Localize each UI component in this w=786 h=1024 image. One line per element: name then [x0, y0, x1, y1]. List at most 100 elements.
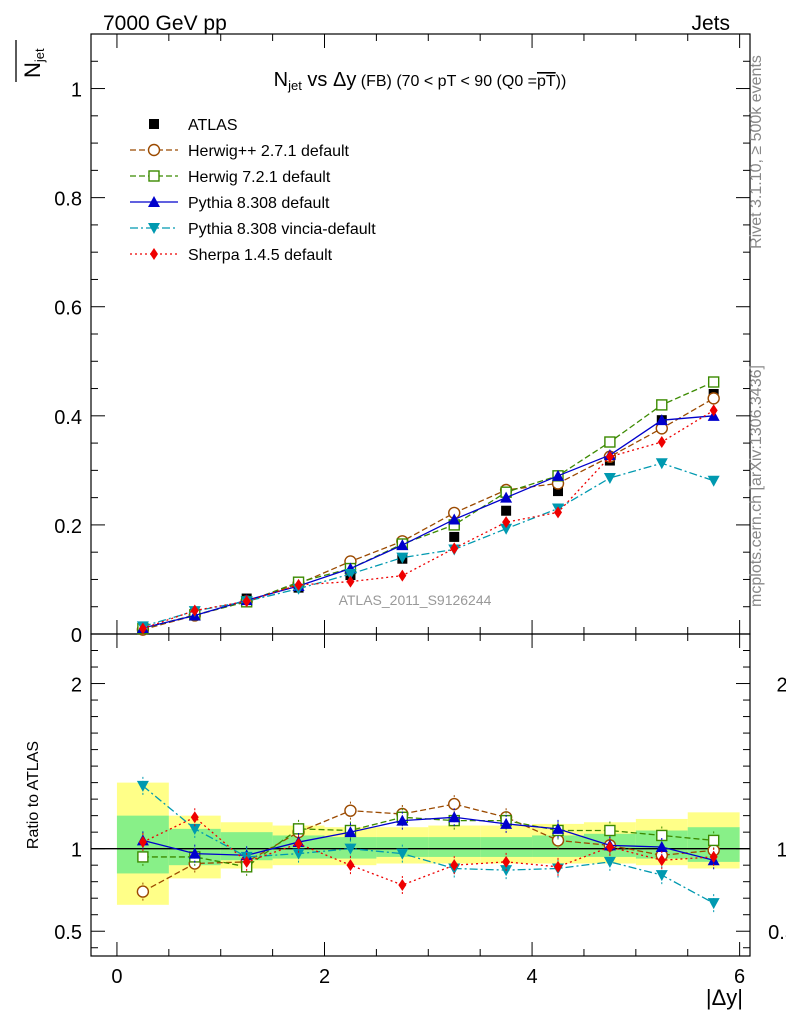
data-point: [655, 414, 668, 426]
legend-label: Sherpa 1.4.5 default: [188, 247, 333, 264]
data-point: [448, 513, 461, 525]
legend-marker: [148, 223, 160, 234]
ratio-point: [500, 817, 513, 829]
y-tick-label: 0.4: [54, 407, 82, 429]
series-lines: [136, 376, 720, 913]
ratio-point: [448, 797, 461, 811]
ratio-band-green-6: [428, 837, 481, 857]
series-line-4: [142, 462, 714, 627]
ratio-point: [344, 826, 357, 838]
ratio-band-green-5: [376, 837, 429, 857]
legend-label: Herwig 7.2.1 default: [188, 169, 331, 186]
watermark: ATLAS_2011_S9126244: [339, 592, 492, 608]
data-point: [396, 539, 409, 551]
ratio-point: [707, 834, 720, 847]
data-point: [707, 475, 720, 487]
ratio-point: [655, 870, 668, 882]
side-label-mcplots: mcplots.cern.ch [arXiv:1306.3436]: [748, 365, 765, 607]
title-sub: jet: [287, 78, 302, 93]
ratio-point: [554, 860, 563, 873]
data-point: [552, 469, 565, 481]
legend-label: ATLAS: [188, 117, 238, 134]
ratio-point: [344, 804, 357, 817]
ratio-y-tick-label-right: 0.5: [768, 922, 786, 944]
ratio-point: [707, 898, 720, 910]
ratio-point: [605, 841, 614, 854]
ratio-point: [656, 829, 668, 842]
data-point: [554, 506, 563, 519]
x-tick-label: 2: [319, 966, 330, 988]
data-point: [707, 376, 720, 388]
series-line-2: [142, 381, 714, 630]
data-point: [500, 491, 513, 503]
ratio-point: [188, 847, 201, 859]
data-point: [553, 486, 564, 497]
header-left: 7000 GeV pp: [103, 12, 227, 35]
x-tick-label: 6: [734, 966, 745, 988]
data-point: [657, 436, 666, 448]
ratio-y-tick-label-left: 2: [71, 675, 82, 697]
legend-label: Pythia 8.308 vincia-default: [188, 221, 376, 238]
title-pt: pT: [537, 73, 556, 90]
x-tick-label: 0: [111, 966, 122, 988]
data-point: [190, 604, 199, 617]
data-point: [707, 392, 720, 405]
data-point: [450, 542, 459, 555]
legend-marker: [150, 248, 158, 260]
ratio-point: [603, 856, 616, 868]
x-tick-label: 4: [527, 966, 538, 988]
ratio-point: [709, 850, 718, 863]
ratio-y-tick-label-right: 2: [776, 675, 786, 697]
series-ratio-line-5: [142, 816, 714, 886]
ratio-point: [137, 851, 149, 863]
ratio-y-tick-label-right: 1: [776, 840, 786, 862]
series-ratio-line-3: [142, 816, 714, 861]
data-point: [603, 473, 616, 484]
ratio-point: [292, 823, 305, 835]
legend: ATLAS Herwig++ 2.7.1 default Herwig 7.2.1 …: [130, 117, 376, 264]
y-label-main: N: [20, 62, 45, 78]
ratio-y-axis-label: Ratio to ATLAS: [25, 741, 42, 849]
ratio-point: [136, 885, 150, 898]
axis-ticks: 0 0.2 0.4 0.6 0.8 1 0 2 4 6 0.5 0.5 1 1 2 2: [54, 33, 786, 988]
data-point: [396, 552, 409, 564]
ratio-point: [190, 811, 199, 824]
ratio-point: [188, 823, 201, 835]
series-line-5: [142, 409, 715, 630]
title-rest: (FB) (70 < pT < 90 (Q0 =: [356, 73, 537, 90]
ratio-point: [448, 811, 461, 823]
ratio-point: [242, 855, 251, 868]
ratio-point: [604, 824, 616, 837]
legend-marker: [149, 119, 159, 129]
data-point: [294, 578, 303, 591]
ratio-point: [292, 848, 305, 860]
ratio-band-green-7: [480, 837, 533, 857]
ratio-point: [346, 859, 355, 872]
data-point: [344, 569, 357, 580]
title-close: )): [556, 73, 567, 90]
data-point: [605, 450, 614, 463]
series-2: [137, 376, 720, 876]
data-point: [709, 404, 718, 417]
data-point: [449, 531, 460, 542]
data-point: [655, 458, 668, 470]
legend-label: Pythia 8.308 default: [188, 195, 330, 212]
ratio-y-tick-label-left: 1: [71, 840, 82, 862]
y-tick-label: 0.6: [54, 298, 82, 320]
side-label-rivet: Rivet 3.1.10, ≥ 500k events: [748, 55, 765, 249]
y-tick-label: 0.8: [54, 189, 82, 211]
data-point: [500, 523, 513, 535]
series-5: [138, 404, 718, 894]
data-point: [138, 622, 147, 635]
ratio-point: [294, 837, 303, 850]
legend-marker: [148, 170, 160, 182]
ratio-point: [552, 822, 565, 834]
ratio-point: [136, 780, 149, 792]
ratio-bands: [91, 782, 750, 905]
series-ratio-line-1: [142, 803, 714, 893]
data-point: [398, 569, 407, 582]
ratio-point: [396, 814, 409, 826]
y-axis-label: Njet: [15, 40, 47, 82]
data-point: [604, 436, 616, 448]
